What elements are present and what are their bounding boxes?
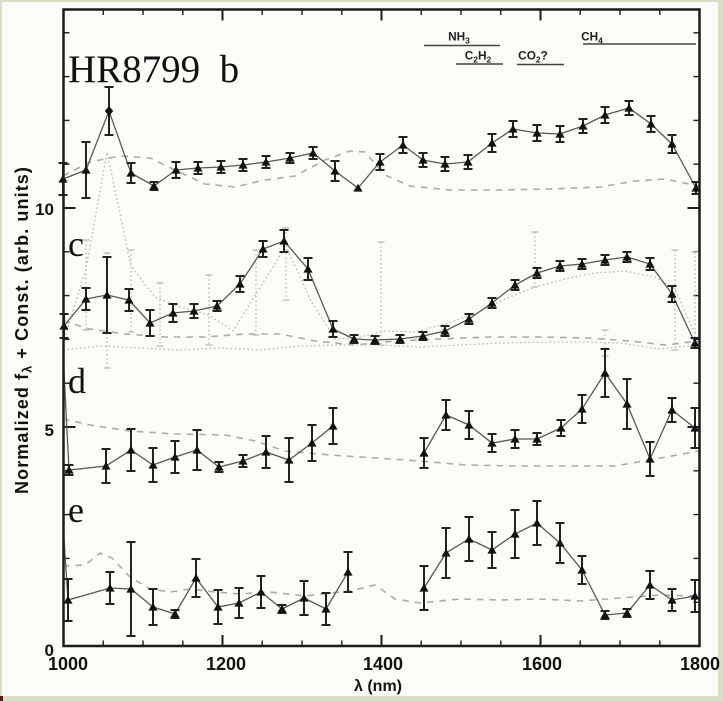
svg-text:5: 5 [45, 421, 54, 440]
svg-text:C2H2: C2H2 [465, 49, 492, 65]
svg-text:1600: 1600 [522, 654, 562, 674]
svg-text:CO2?: CO2? [518, 49, 548, 65]
svg-text:1800: 1800 [680, 654, 720, 674]
svg-text:NH3: NH3 [448, 30, 470, 46]
svg-text:1000: 1000 [48, 654, 88, 674]
svg-text:HR8799 b: HR8799 b [68, 48, 239, 91]
svg-text:CH4: CH4 [581, 30, 603, 46]
svg-text:e: e [68, 490, 84, 530]
svg-text:c: c [68, 224, 84, 264]
svg-text:1200: 1200 [206, 654, 246, 674]
svg-text:d: d [68, 361, 86, 401]
svg-text:λ (nm): λ (nm) [354, 678, 402, 695]
svg-text:1400: 1400 [363, 654, 403, 674]
svg-text:0: 0 [45, 641, 54, 660]
svg-text:Normalized fλ + Const. (arb. u: Normalized fλ + Const. (arb. units) [12, 166, 35, 494]
svg-text:10: 10 [35, 200, 54, 219]
